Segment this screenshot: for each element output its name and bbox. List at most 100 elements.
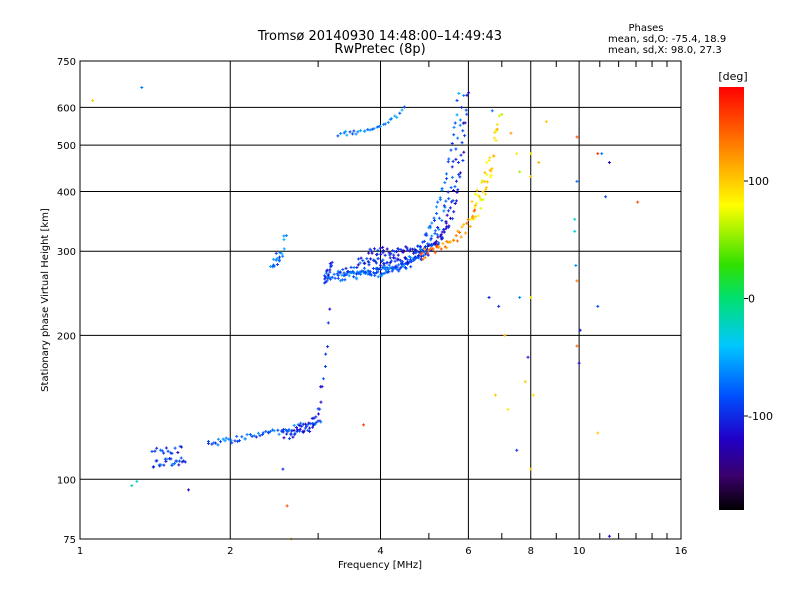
x-tick-label: 8	[528, 546, 534, 557]
data-point	[320, 385, 324, 389]
data-point	[250, 434, 254, 438]
data-point	[369, 257, 373, 261]
data-point	[398, 266, 402, 270]
data-point	[441, 242, 445, 246]
data-point	[236, 439, 240, 443]
data-point	[458, 230, 462, 234]
data-point	[423, 255, 427, 259]
data-point	[162, 463, 166, 467]
data-point	[346, 270, 350, 274]
data-point	[518, 296, 522, 300]
data-point	[485, 180, 489, 184]
data-point	[135, 479, 139, 483]
data-point	[452, 188, 456, 192]
data-point	[450, 175, 454, 179]
data-point	[325, 279, 329, 283]
data-point	[469, 217, 473, 221]
data-point	[444, 227, 448, 231]
data-point	[483, 171, 487, 175]
data-point	[476, 193, 480, 197]
data-point	[261, 433, 265, 437]
colorbar-tick-label: 100	[748, 175, 769, 188]
data-point	[526, 355, 530, 359]
data-point	[430, 243, 434, 247]
data-point	[480, 179, 484, 183]
data-point	[389, 259, 393, 263]
data-point	[179, 456, 183, 460]
data-point	[372, 127, 376, 131]
data-point	[425, 233, 429, 237]
data-point	[159, 463, 163, 467]
data-point	[436, 200, 440, 204]
data-point	[440, 237, 444, 241]
data-point	[425, 244, 429, 248]
data-point	[352, 275, 356, 279]
data-point	[462, 150, 466, 154]
data-point	[484, 185, 488, 189]
data-point	[428, 224, 432, 228]
data-point	[468, 225, 472, 229]
data-point	[177, 459, 181, 463]
data-point	[282, 436, 286, 440]
data-point	[391, 267, 395, 271]
data-point	[368, 128, 372, 132]
data-point	[463, 121, 467, 125]
data-point	[458, 175, 462, 179]
data-point	[330, 275, 334, 279]
data-point	[473, 205, 477, 209]
data-point	[437, 216, 441, 220]
data-point	[437, 245, 441, 249]
data-point	[509, 131, 513, 135]
data-point	[401, 250, 405, 254]
data-point	[389, 252, 393, 256]
data-point	[381, 258, 385, 262]
data-point	[368, 247, 372, 251]
colorbar	[719, 87, 744, 510]
stats-line-o: mean, sd,O: -75.4, 18.9	[608, 34, 726, 45]
data-point	[359, 256, 363, 260]
data-point	[368, 270, 372, 274]
data-point	[267, 431, 271, 435]
data-point	[471, 216, 475, 220]
data-point	[430, 221, 434, 225]
data-point	[515, 448, 519, 452]
data-point	[381, 245, 385, 249]
data-point	[155, 459, 159, 463]
data-point	[427, 248, 431, 252]
data-point	[412, 258, 416, 262]
y-tick-label: 75	[63, 535, 76, 546]
data-point	[455, 190, 459, 194]
data-point	[340, 278, 344, 282]
data-point	[452, 210, 456, 214]
x-axis-label: Frequency [MHz]	[338, 560, 422, 571]
data-point	[230, 441, 234, 445]
data-point	[443, 181, 447, 185]
data-point	[464, 108, 468, 112]
data-point	[362, 423, 366, 427]
data-point	[363, 261, 367, 265]
data-point	[443, 205, 447, 209]
data-point	[348, 130, 352, 134]
data-point	[451, 217, 455, 221]
data-point	[481, 190, 485, 194]
data-point	[421, 249, 425, 253]
data-point	[578, 328, 582, 332]
data-point	[389, 266, 393, 270]
data-point	[317, 412, 321, 416]
data-point	[450, 165, 454, 169]
data-point	[379, 252, 383, 256]
data-point	[419, 245, 423, 249]
data-point	[321, 377, 325, 381]
data-point	[326, 321, 330, 325]
data-point	[430, 234, 434, 238]
data-point	[268, 429, 272, 433]
data-point	[402, 249, 406, 253]
data-point	[284, 234, 288, 238]
data-point	[165, 457, 169, 461]
data-point	[314, 421, 318, 425]
data-point	[490, 166, 494, 170]
data-point	[399, 248, 403, 252]
data-point	[445, 213, 449, 217]
y-tick-label: 400	[57, 187, 76, 198]
data-point	[243, 437, 247, 441]
